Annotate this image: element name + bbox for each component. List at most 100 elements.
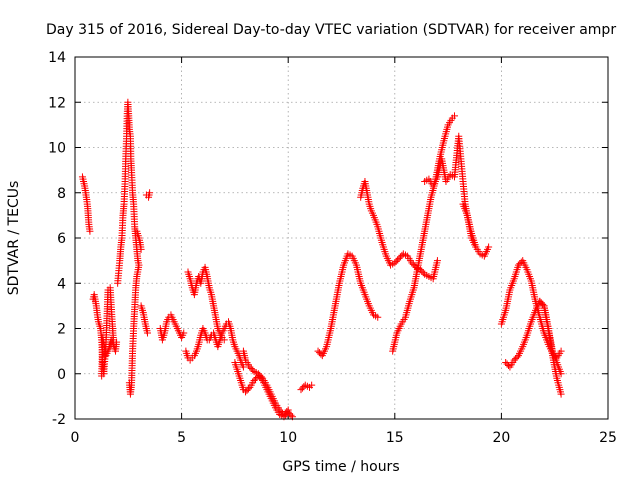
data-point xyxy=(143,329,151,337)
data-point xyxy=(502,358,510,366)
data-point xyxy=(503,360,511,368)
data-point xyxy=(254,370,262,378)
data-point xyxy=(557,347,565,355)
data-point xyxy=(419,269,427,277)
data-point xyxy=(287,411,295,419)
data-point xyxy=(514,261,522,269)
series-s5 xyxy=(133,227,145,253)
data-point xyxy=(485,243,493,251)
data-point xyxy=(516,260,524,268)
data-point xyxy=(418,267,426,275)
plot-frame xyxy=(74,56,609,420)
x-tick-label: 20 xyxy=(492,430,510,446)
x-axis-label: GPS time / hours xyxy=(282,459,399,475)
data-point xyxy=(283,407,291,415)
y-tick-label: 8 xyxy=(57,186,66,202)
data-point xyxy=(308,381,316,389)
data-point xyxy=(249,366,257,374)
series-s13 xyxy=(239,347,292,418)
data-point xyxy=(250,377,258,385)
data-point xyxy=(284,406,292,414)
series-s15 xyxy=(314,250,382,360)
series-s7 xyxy=(142,189,154,201)
y-tick-label: 4 xyxy=(57,276,66,292)
data-point xyxy=(537,299,545,307)
series-s9 xyxy=(182,325,211,364)
data-point xyxy=(374,313,382,321)
data-point xyxy=(450,112,458,120)
data-point xyxy=(472,243,480,251)
data-point xyxy=(98,372,106,380)
data-point xyxy=(314,347,322,355)
data-point xyxy=(246,363,254,371)
data-point xyxy=(247,364,255,372)
y-tick-label: -2 xyxy=(52,412,66,428)
data-points xyxy=(78,98,565,421)
x-tick-labels: 0 5 10 15 20 25 xyxy=(71,430,617,446)
data-point xyxy=(280,410,288,418)
data-point xyxy=(411,262,419,270)
data-point xyxy=(297,386,305,394)
data-point xyxy=(256,371,264,379)
grid-lines xyxy=(75,57,608,419)
data-point xyxy=(315,349,323,357)
y-tick-label: 6 xyxy=(57,231,66,247)
y-tick-label: 12 xyxy=(48,95,66,111)
data-point xyxy=(512,355,520,363)
y-tick-label: 0 xyxy=(57,367,66,383)
series-s4 xyxy=(114,98,143,398)
series-s8 xyxy=(156,311,188,344)
series-s3 xyxy=(105,336,121,355)
data-point xyxy=(244,385,252,393)
data-point xyxy=(433,257,441,265)
series-s14 xyxy=(297,381,316,394)
series-s1 xyxy=(78,173,94,235)
data-point xyxy=(557,370,565,378)
x-tick-label: 0 xyxy=(71,430,80,446)
data-point xyxy=(392,257,400,265)
data-point xyxy=(409,260,417,268)
series-s22 xyxy=(536,297,565,378)
data-point xyxy=(395,254,403,262)
series-s19 xyxy=(459,200,480,251)
data-point xyxy=(281,409,289,417)
series-s2 xyxy=(89,284,117,380)
data-point xyxy=(257,373,265,381)
x-tick-label: 25 xyxy=(599,430,617,446)
data-point xyxy=(557,390,565,398)
data-point xyxy=(86,227,94,235)
data-point xyxy=(239,363,247,371)
data-point xyxy=(137,245,145,253)
series-s21 xyxy=(502,297,565,398)
data-point xyxy=(242,388,250,396)
data-point xyxy=(396,253,404,261)
series-s17 xyxy=(389,112,458,355)
data-point xyxy=(298,384,306,392)
data-point xyxy=(505,361,513,369)
data-point xyxy=(394,256,402,264)
data-point xyxy=(510,356,518,364)
chart-title: Day 315 of 2016, Sidereal Day-to-day VTE… xyxy=(46,22,616,38)
data-point xyxy=(180,329,188,337)
y-tick-label: 10 xyxy=(48,141,66,157)
data-point xyxy=(539,300,547,308)
data-point xyxy=(243,386,251,394)
data-point xyxy=(125,379,133,387)
x-tick-label: 5 xyxy=(177,430,186,446)
series-s11 xyxy=(205,318,247,371)
data-point xyxy=(513,353,521,361)
series-s10 xyxy=(184,263,228,344)
y-axis-label: SDTVAR / TECUs xyxy=(6,181,22,296)
y-tick-label: 2 xyxy=(57,322,66,338)
y-tick-label: 14 xyxy=(48,50,66,66)
series-s6 xyxy=(137,302,151,337)
x-tick-label: 15 xyxy=(386,430,404,446)
series-s16 xyxy=(357,177,441,283)
y-tick-labels: -2 0 2 4 6 8 10 12 14 xyxy=(48,50,66,428)
x-tick-label: 10 xyxy=(279,430,297,446)
data-point xyxy=(536,297,544,305)
data-point xyxy=(391,259,399,267)
series-s20 xyxy=(497,257,565,362)
data-point xyxy=(113,338,121,346)
